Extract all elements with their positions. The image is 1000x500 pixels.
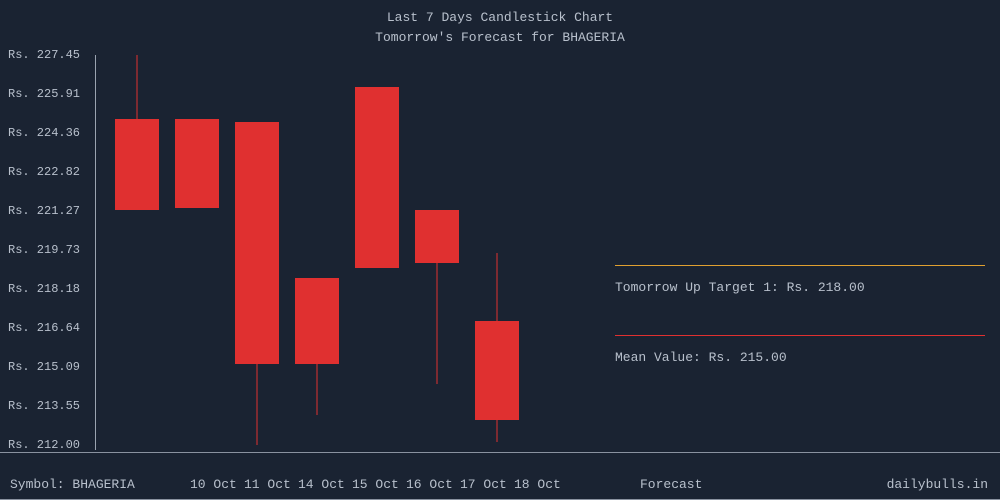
footer-site: dailybulls.in (887, 477, 988, 492)
candle (235, 55, 279, 445)
title-line-2: Tomorrow's Forecast for BHAGERIA (0, 28, 1000, 48)
y-tick: Rs. 218.18 (8, 282, 80, 296)
forecast-panel: Tomorrow Up Target 1: Rs. 218.00 Mean Va… (615, 265, 985, 405)
chart-container: Last 7 Days Candlestick Chart Tomorrow's… (0, 0, 1000, 500)
y-tick: Rs. 212.00 (8, 438, 80, 452)
candle (295, 55, 339, 445)
up-target-line (615, 265, 985, 266)
plot-area (95, 55, 595, 445)
candle-body (415, 210, 459, 263)
candle-body (175, 119, 219, 207)
title-line-1: Last 7 Days Candlestick Chart (0, 8, 1000, 28)
y-tick: Rs. 219.73 (8, 243, 80, 257)
mean-value-line (615, 335, 985, 336)
footer: Symbol: BHAGERIA 10 Oct11 Oct14 Oct15 Oc… (0, 468, 1000, 500)
footer-date: 15 Oct (352, 477, 406, 492)
footer-top-line (0, 452, 1000, 453)
candle (355, 55, 399, 445)
up-target-label: Tomorrow Up Target 1: Rs. 218.00 (615, 280, 985, 295)
y-axis: Rs. 227.45Rs. 225.91Rs. 224.36Rs. 222.82… (8, 55, 90, 445)
y-tick: Rs. 216.64 (8, 321, 80, 335)
footer-date: 10 Oct (190, 477, 244, 492)
y-tick: Rs. 213.55 (8, 399, 80, 413)
footer-forecast: Forecast (640, 477, 702, 492)
y-tick: Rs. 222.82 (8, 165, 80, 179)
y-tick: Rs. 224.36 (8, 126, 80, 140)
mean-value-label: Mean Value: Rs. 215.00 (615, 350, 985, 365)
y-tick: Rs. 225.91 (8, 87, 80, 101)
chart-title: Last 7 Days Candlestick Chart Tomorrow's… (0, 0, 1000, 47)
candle-body (115, 119, 159, 210)
footer-date: 11 Oct (244, 477, 298, 492)
candle (415, 55, 459, 445)
candle-body (295, 278, 339, 364)
footer-date: 17 Oct (460, 477, 514, 492)
footer-symbol: Symbol: BHAGERIA (10, 477, 135, 492)
candle (175, 55, 219, 445)
footer-dates: 10 Oct11 Oct14 Oct15 Oct16 Oct17 Oct18 O… (190, 477, 568, 492)
candle (475, 55, 519, 445)
candle-body (475, 321, 519, 419)
footer-date: 18 Oct (514, 477, 568, 492)
candle-body (355, 87, 399, 269)
y-tick: Rs. 227.45 (8, 48, 80, 62)
y-tick: Rs. 221.27 (8, 204, 80, 218)
footer-date: 16 Oct (406, 477, 460, 492)
footer-date: 14 Oct (298, 477, 352, 492)
y-tick: Rs. 215.09 (8, 360, 80, 374)
candle-body (235, 122, 279, 364)
candle (115, 55, 159, 445)
